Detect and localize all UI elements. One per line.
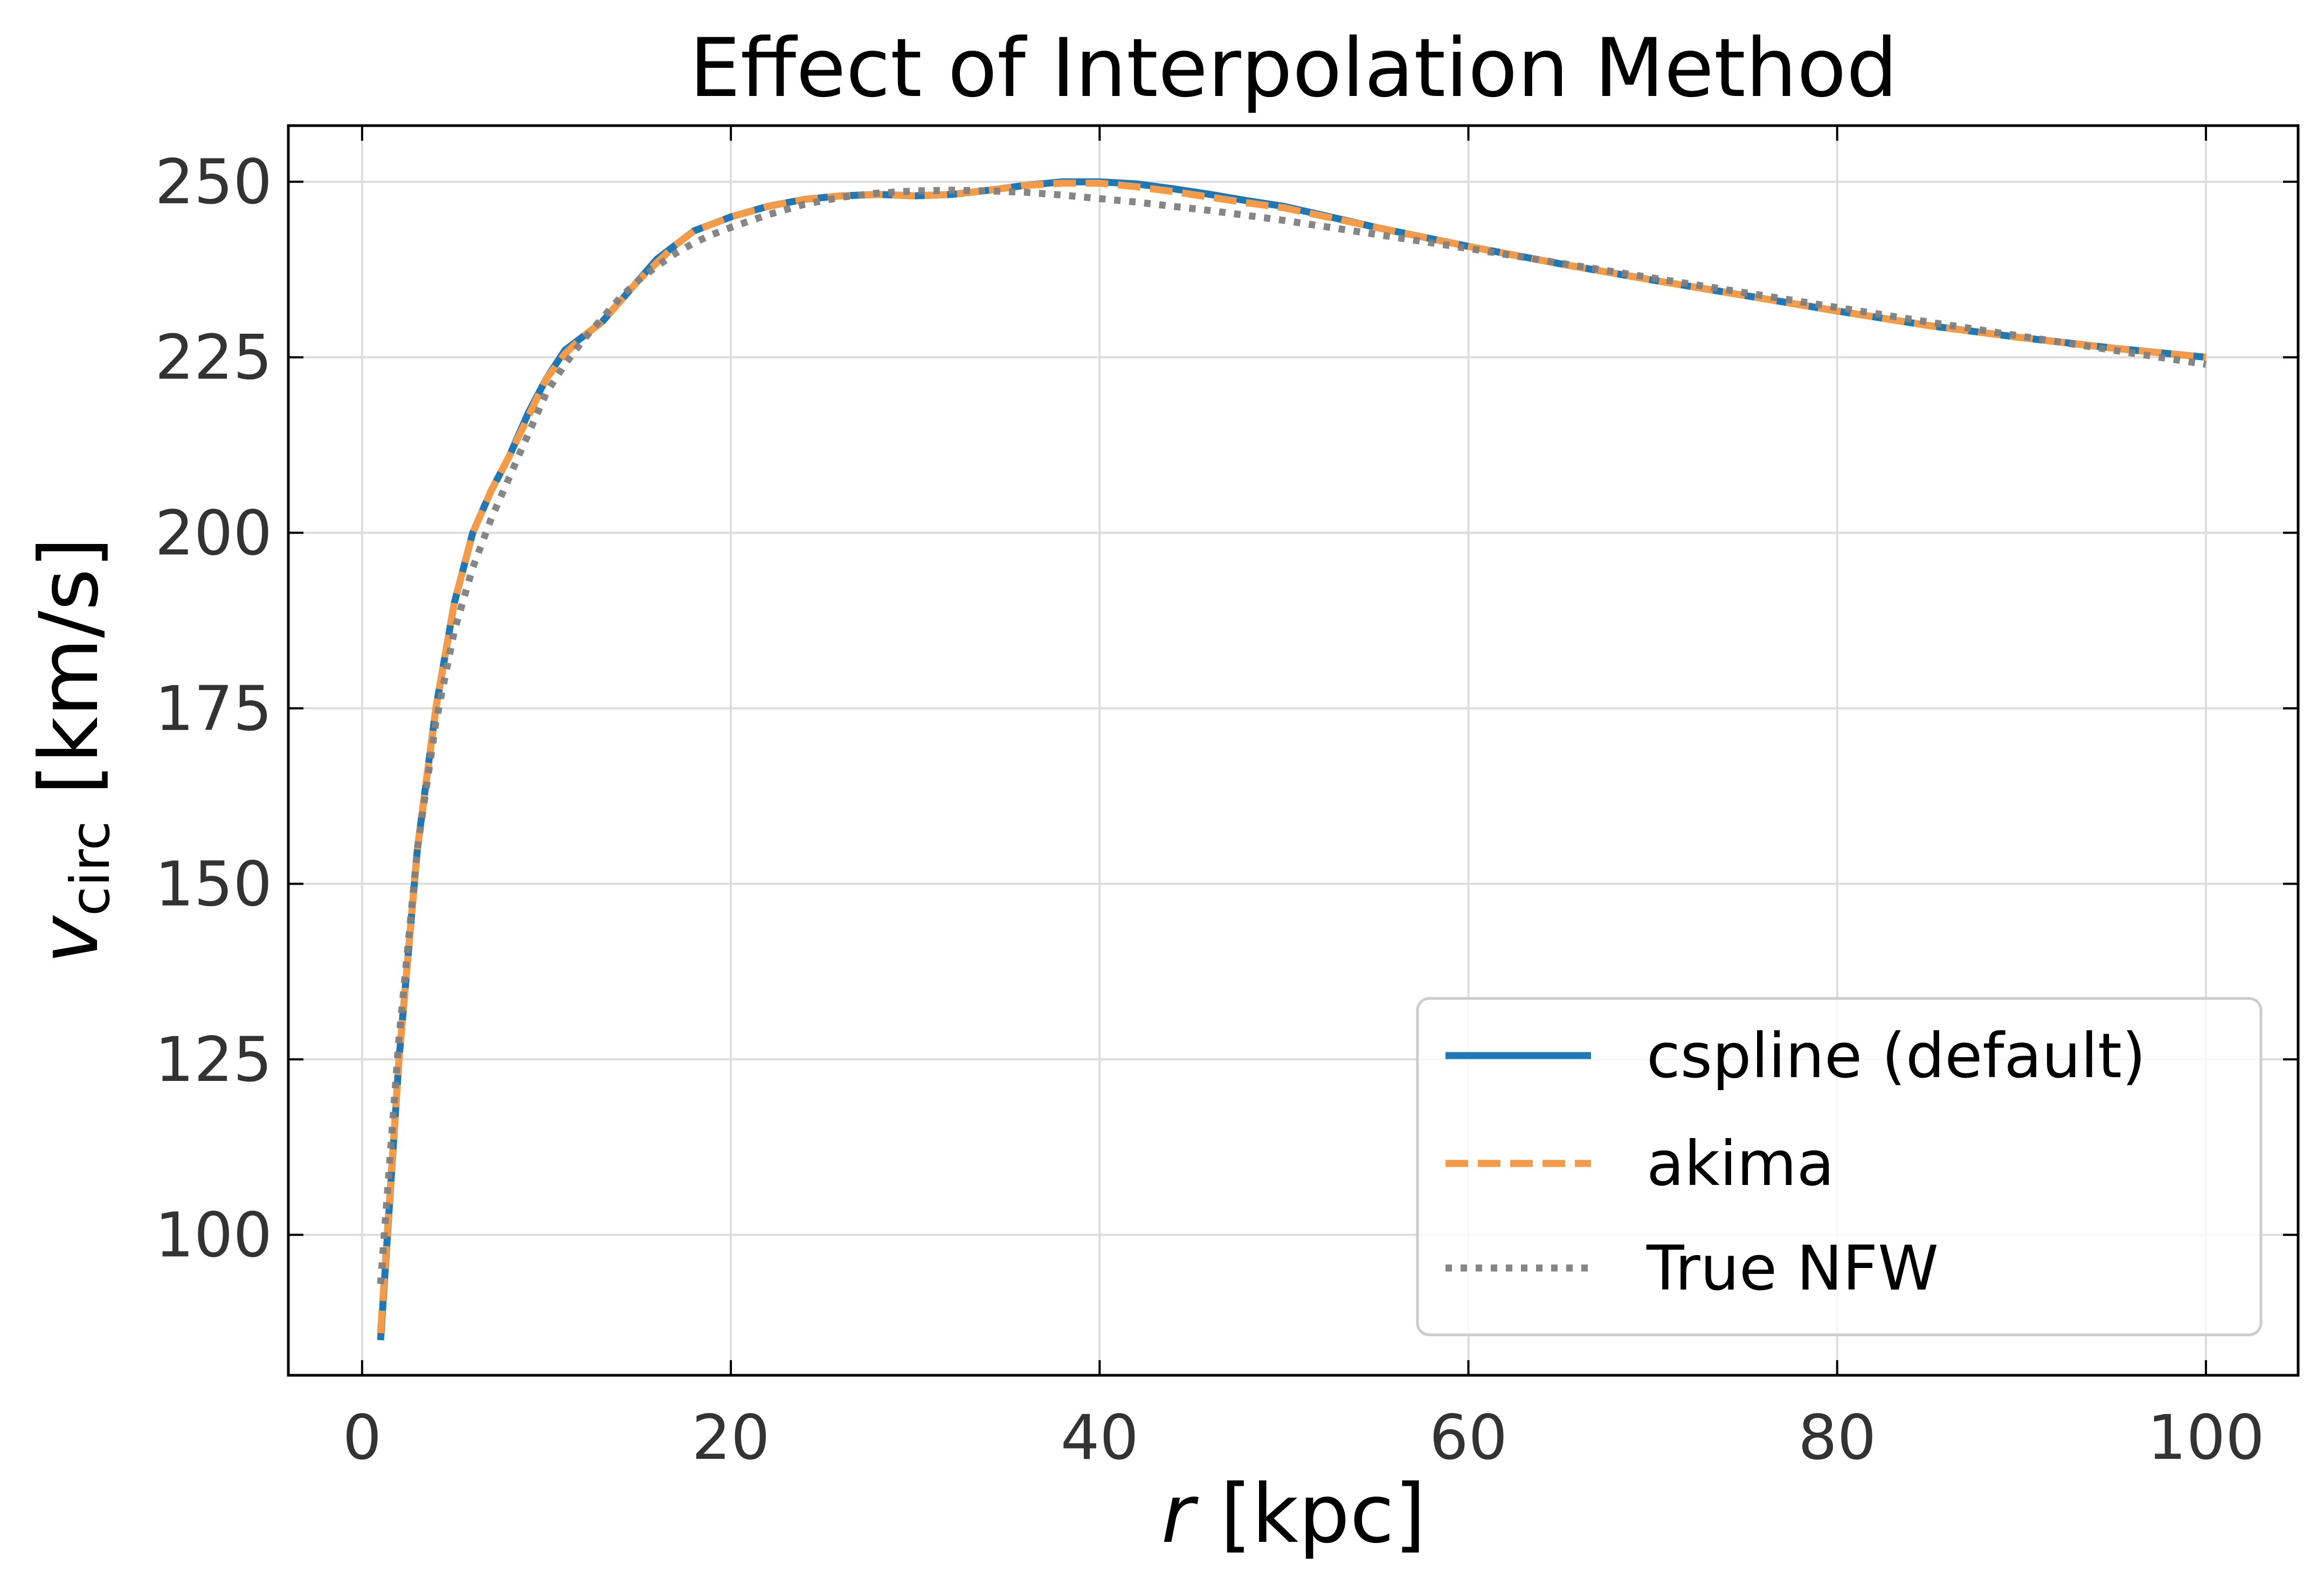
legend-box <box>1416 997 2263 1336</box>
tick-labels: 0 20 40 60 80 100 100 125 150 175 200 225 250 <box>155 146 2264 1473</box>
x-axis-variable: r <box>1161 1467 1199 1561</box>
x-tick-label: 20 <box>692 1402 770 1473</box>
x-tick-label: 100 <box>2147 1402 2265 1473</box>
y-tick-label: 225 <box>155 322 272 394</box>
plot-series-group <box>377 178 2207 1341</box>
y-axis-unit: [km/s] <box>23 537 116 821</box>
series-line-1 <box>377 180 2207 1334</box>
y-axis-label: vcirc [km/s] <box>23 537 122 964</box>
y-tick-label: 200 <box>155 497 272 569</box>
y-axis-variable: v <box>23 915 116 964</box>
legend: cspline (default) akima True NFW <box>1416 997 2263 1336</box>
legend-label-cspline: cspline (default) <box>1647 1020 2146 1092</box>
plot-frame <box>287 124 2300 1377</box>
x-tick-label: 40 <box>1061 1402 1139 1473</box>
legend-label-akima: akima <box>1647 1128 1834 1200</box>
y-tick-label: 100 <box>155 1200 272 1271</box>
x-tick-label: 0 <box>343 1402 382 1473</box>
y-tick-label: 150 <box>155 848 272 920</box>
x-axis-label: r [kpc] <box>1161 1467 1426 1561</box>
y-tick-label: 250 <box>155 146 272 218</box>
grid-lines <box>288 126 2298 1375</box>
y-tick-label: 125 <box>155 1024 272 1095</box>
x-tick-label: 60 <box>1429 1402 1507 1473</box>
x-tick-label: 80 <box>1798 1402 1876 1473</box>
y-tick-label: 175 <box>155 673 272 745</box>
x-axis-unit: [kpc] <box>1194 1467 1426 1561</box>
axis-ticks <box>288 126 2298 1375</box>
legend-label-true-nfw: True NFW <box>1646 1232 1939 1304</box>
chart-title: Effect of Interpolation Method <box>689 22 1898 115</box>
y-axis-subscript: circ <box>59 821 122 916</box>
